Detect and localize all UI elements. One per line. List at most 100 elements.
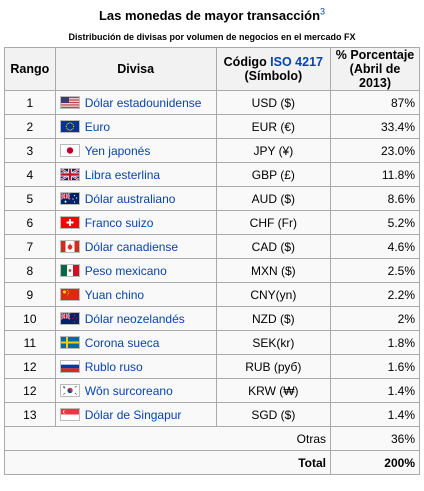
percentage-cell: 4.6% [330, 234, 420, 259]
currency-link[interactable]: Franco suizo [84, 215, 154, 230]
ch-flag-icon [59, 215, 80, 229]
code-cell: SEK(kr) [215, 330, 332, 355]
header-code: Código ISO 4217 (Símbolo) [215, 47, 332, 91]
currency-link[interactable]: Dólar estadounidense [84, 95, 202, 110]
currency-link[interactable]: Yuan chino [84, 287, 145, 302]
uk-flag-icon [59, 167, 80, 181]
rank-cell: 7 [4, 234, 56, 259]
currency-link[interactable]: Dólar neozelandés [84, 311, 185, 326]
rank-cell: 11 [4, 330, 56, 355]
percentage-cell: 2% [330, 306, 420, 331]
currency-cell: Corona sueca [54, 330, 217, 355]
rank-cell: 10 [4, 306, 56, 331]
currency-link[interactable]: Libra esterlina [84, 167, 161, 182]
table-row: 4 Libra esterlina GBP (£) 11.8% [4, 162, 420, 187]
code-cell: USD ($) [215, 90, 332, 115]
code-cell: NZD ($) [215, 306, 332, 331]
currency-cell: Wŏn surcoreano [54, 378, 217, 403]
header-code-symbol: (Símbolo) [244, 69, 303, 83]
rank-cell: 5 [4, 186, 56, 211]
table-row: 6 Franco suizo CHF (Fr) 5.2% [4, 210, 420, 235]
percentage-cell: 2.5% [330, 258, 420, 283]
code-cell: AUD ($) [215, 186, 332, 211]
table-row: 12 Rublo ruso RUB (руб) 1.6% [4, 354, 420, 379]
rank-cell: 1 [4, 90, 56, 115]
au-flag-icon [59, 191, 80, 205]
code-cell: CAD ($) [215, 234, 332, 259]
rank-cell: 9 [4, 282, 56, 307]
currency-cell: Libra esterlina [54, 162, 217, 187]
rank-cell: 13 [4, 402, 56, 427]
header-rank: Rango [4, 47, 56, 91]
currency-link[interactable]: Rublo ruso [84, 359, 143, 374]
table-row: 5 Dólar australiano AUD ($) 8.6% [4, 186, 420, 211]
currency-cell: Dólar neozelandés [54, 306, 217, 331]
sg-flag-icon [59, 407, 80, 421]
table-caption-subtitle: Distribución de divisas por volumen de n… [68, 32, 356, 42]
nz-flag-icon [59, 311, 80, 325]
percentage-cell: 33.4% [330, 114, 420, 139]
currency-link[interactable]: Wŏn surcoreano [84, 383, 173, 398]
code-cell: SGD ($) [215, 402, 332, 427]
currency-link[interactable]: Yen japonés [84, 143, 151, 158]
percentage-cell: 1.4% [330, 378, 420, 403]
currency-link[interactable]: Dólar australiano [84, 191, 176, 206]
code-cell: RUB (руб) [215, 354, 332, 379]
caption-title-text: Las monedas de mayor transacción [98, 8, 321, 23]
eu-flag-icon [59, 119, 80, 133]
currency-cell: Yuan chino [54, 282, 217, 307]
total-row: Total 200% [3, 450, 420, 475]
currency-link[interactable]: Peso mexicano [84, 263, 167, 278]
currency-cell: Franco suizo [54, 210, 217, 235]
currency-cell: Rublo ruso [54, 354, 217, 379]
total-label: Total [3, 450, 332, 475]
table-header-row: Rango Divisa Código ISO 4217 (Símbolo) % … [4, 47, 420, 91]
table-row: 2 Euro EUR (€) 33.4% [4, 114, 420, 139]
code-cell: EUR (€) [215, 114, 332, 139]
table-row: 1 Dólar estadounidense USD ($) 87% [4, 90, 420, 115]
table-row: 8 Peso mexicano MXN ($) 2.5% [4, 258, 420, 283]
currency-link[interactable]: Dólar de Singapur [84, 407, 182, 422]
percentage-cell: 2.2% [330, 282, 420, 307]
rank-cell: 4 [4, 162, 56, 187]
currency-cell: Euro [54, 114, 217, 139]
code-cell: KRW (₩) [215, 378, 332, 403]
percentage-cell: 1.4% [330, 402, 420, 427]
others-row: Otras 36% [3, 426, 420, 451]
header-code-prefix: Código [223, 55, 271, 69]
table-row: 10 Dólar neozelandés NZD ($) 2% [4, 306, 420, 331]
table-row: 13 Dólar de Singapur SGD ($) 1.4% [4, 402, 420, 427]
rank-cell: 2 [4, 114, 56, 139]
jp-flag-icon [59, 143, 80, 157]
percentage-cell: 23.0% [330, 138, 420, 163]
cn-flag-icon [59, 287, 80, 301]
us-flag-icon [59, 95, 80, 109]
reference-link[interactable]: 3 [320, 6, 326, 17]
percentage-cell: 1.8% [330, 330, 420, 355]
header-currency: Divisa [54, 47, 217, 91]
rank-cell: 6 [4, 210, 56, 235]
iso-4217-link[interactable]: ISO 4217 [270, 55, 323, 69]
currency-link[interactable]: Euro [84, 119, 111, 134]
code-cell: JPY (¥) [215, 138, 332, 163]
currency-cell: Dólar australiano [54, 186, 217, 211]
table-row: 11 Corona sueca SEK(kr) 1.8% [4, 330, 420, 355]
rank-cell: 8 [4, 258, 56, 283]
mx-flag-icon [59, 263, 80, 277]
currency-table: Rango Divisa Código ISO 4217 (Símbolo) % … [3, 47, 420, 475]
rank-cell: 12 [4, 354, 56, 379]
currency-link[interactable]: Dólar canadiense [84, 239, 179, 254]
percentage-cell: 1.6% [330, 354, 420, 379]
table-row: 12 Wŏn surcoreano KRW (₩) 1.4% [4, 378, 420, 403]
others-label: Otras [3, 426, 332, 451]
rank-cell: 12 [4, 378, 56, 403]
code-cell: GBP (£) [215, 162, 332, 187]
header-pct-line1: % Porcentaje [335, 48, 415, 62]
currency-link[interactable]: Corona sueca [84, 335, 160, 350]
currency-cell: Dólar estadounidense [54, 90, 217, 115]
code-cell: MXN ($) [215, 258, 332, 283]
percentage-cell: 11.8% [330, 162, 420, 187]
table-row: 9 Yuan chino CNY(yn) 2.2% [4, 282, 420, 307]
currency-cell: Peso mexicano [54, 258, 217, 283]
